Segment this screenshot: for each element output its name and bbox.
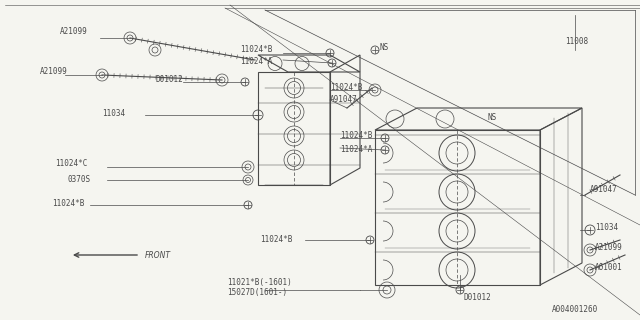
Text: A21099: A21099 bbox=[595, 244, 623, 252]
Text: 11024*A: 11024*A bbox=[340, 145, 372, 154]
Text: NS: NS bbox=[380, 44, 389, 52]
Text: 11008: 11008 bbox=[565, 37, 588, 46]
Text: A21099: A21099 bbox=[60, 28, 88, 36]
Text: A004001260: A004001260 bbox=[552, 306, 598, 315]
Text: NS: NS bbox=[488, 114, 497, 123]
Text: A91047: A91047 bbox=[590, 186, 618, 195]
Text: A21099: A21099 bbox=[40, 68, 68, 76]
Text: D01012: D01012 bbox=[155, 76, 183, 84]
Text: FRONT: FRONT bbox=[145, 251, 171, 260]
Text: A91047: A91047 bbox=[330, 95, 358, 105]
Text: 15027D(1601-): 15027D(1601-) bbox=[227, 289, 287, 298]
Text: 11021*B(-1601): 11021*B(-1601) bbox=[227, 278, 292, 287]
Text: 11024*B: 11024*B bbox=[240, 45, 273, 54]
Text: 0370S: 0370S bbox=[68, 174, 91, 183]
Text: 11024*A: 11024*A bbox=[240, 58, 273, 67]
Text: 11024*B: 11024*B bbox=[52, 199, 84, 209]
Text: D01012: D01012 bbox=[464, 292, 492, 301]
Text: A61001: A61001 bbox=[595, 263, 623, 273]
Text: 11024*C: 11024*C bbox=[55, 159, 88, 169]
Text: 11024*B: 11024*B bbox=[340, 132, 372, 140]
Text: 11034: 11034 bbox=[102, 108, 125, 117]
Text: 11024*B: 11024*B bbox=[260, 236, 292, 244]
Text: 11024*B: 11024*B bbox=[330, 83, 362, 92]
Text: 11034: 11034 bbox=[595, 223, 618, 233]
